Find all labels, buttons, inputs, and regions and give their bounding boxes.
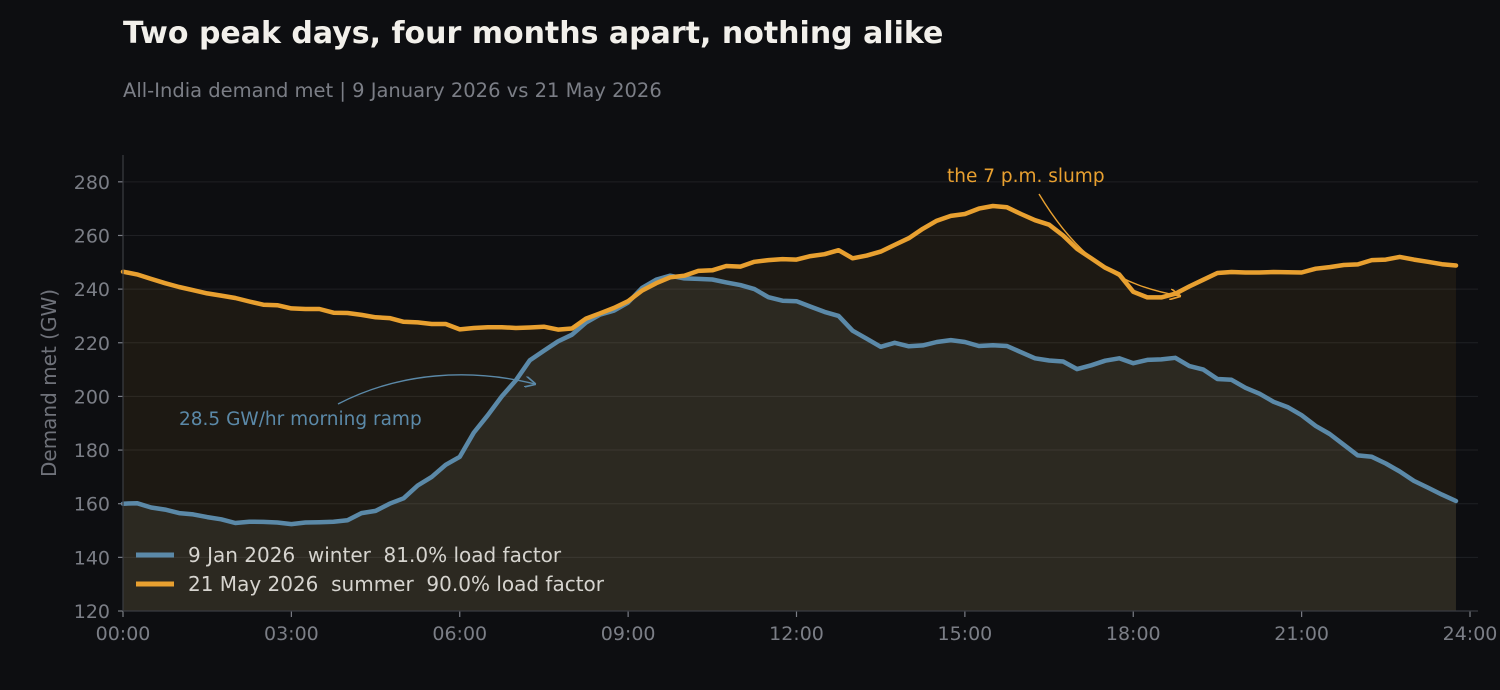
chart-subtitle: All-India demand met | 9 January 2026 vs…: [123, 79, 662, 102]
annotation-morning-ramp-arrow: [337, 374, 535, 405]
x-tick-label: 12:00: [769, 623, 824, 645]
annotation-morning-ramp-text: 28.5 GW/hr morning ramp: [179, 409, 422, 430]
series-line-summer: [120, 203, 1459, 332]
y-tick-label: 220: [74, 333, 110, 355]
x-tick-label: 15:00: [937, 623, 992, 645]
area-fill-summer: [123, 206, 1456, 611]
annotation-evening-slump: the 7 p.m. slump: [947, 166, 1180, 296]
y-tick-label: 140: [74, 547, 110, 569]
x-tick-label: 00:00: [96, 623, 151, 645]
series-lines: [120, 203, 1459, 527]
chart-title: Two peak days, four months apart, nothin…: [123, 16, 944, 51]
y-tick-label: 200: [74, 386, 110, 408]
legend-label-winter: 9 Jan 2026 winter 81.0% load factor: [188, 543, 562, 567]
y-tick-label: 120: [74, 601, 110, 623]
y-tick-label: 160: [74, 494, 110, 516]
area-fills: [123, 206, 1456, 611]
x-tick-label: 06:00: [432, 623, 487, 645]
y-tick-label: 240: [74, 279, 110, 301]
area-fill-winter: [123, 275, 1456, 611]
y-tick-label: 280: [74, 172, 110, 194]
x-tick-label: 24:00: [1443, 623, 1498, 645]
x-tick-label: 09:00: [601, 623, 656, 645]
y-axis-label: Demand met (GW): [37, 289, 61, 477]
series-line-winter: [120, 273, 1459, 527]
annotation-morning-ramp: 28.5 GW/hr morning ramp: [179, 374, 535, 430]
y-tick-label: 260: [74, 225, 110, 247]
x-tick-label: 21:00: [1274, 623, 1329, 645]
x-tick-label: 18:00: [1106, 623, 1161, 645]
legend: 9 Jan 2026 winter 81.0% load factor 21 M…: [136, 543, 605, 596]
x-tick-label: 03:00: [264, 623, 319, 645]
axes: 120 140 160 180 200 220 240 260 280 00:00 03:00 06:…: [74, 155, 1498, 645]
legend-label-summer: 21 May 2026 summer 90.0% load factor: [188, 572, 605, 596]
grid-lines: [123, 181, 1478, 558]
y-tick-label: 180: [74, 440, 110, 462]
annotation-evening-slump-text: the 7 p.m. slump: [947, 166, 1105, 187]
annotation-evening-slump-arrow: [1038, 193, 1180, 296]
